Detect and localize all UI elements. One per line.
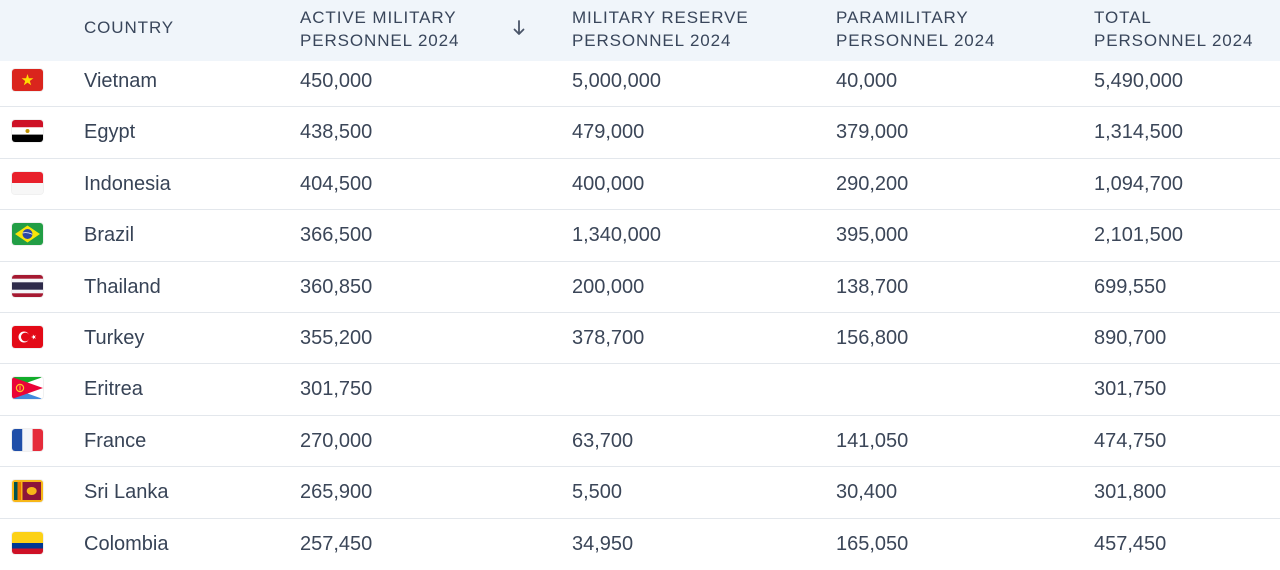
active-military-value: 257,450	[300, 532, 373, 555]
arrow-down-icon[interactable]	[512, 19, 526, 37]
paramilitary-value: 165,050	[836, 532, 909, 555]
colombia-flag-icon	[12, 531, 43, 554]
country-name: Thailand	[84, 275, 161, 298]
table-row[interactable]: Indonesia 404,500 400,000 290,200 1,094,…	[0, 159, 1280, 211]
indonesia-flag-icon	[12, 171, 43, 194]
military-reserve-value: 5,000,000	[572, 70, 661, 92]
table-row[interactable]: Thailand 360,850 200,000 138,700 699,550	[0, 262, 1280, 313]
total-personnel-value: 457,450	[1094, 532, 1167, 555]
total-personnel-value: 474,750	[1094, 429, 1167, 452]
table-row[interactable]: Colombia 257,450 34,950 165,050 457,450	[0, 519, 1280, 570]
paramilitary-value: 141,050	[836, 429, 909, 452]
vietnam-flag-icon	[12, 69, 43, 91]
france-flag-icon	[12, 428, 43, 451]
table-row[interactable]: Turkey 355,200 378,700 156,800 890,700	[0, 313, 1280, 365]
table-row[interactable]: Vietnam 450,000 5,000,000 40,000 5,490,0…	[0, 56, 1280, 108]
military-reserve-value: 200,000	[572, 275, 645, 298]
total-personnel-value: 890,700	[1094, 327, 1167, 349]
sri-lanka-flag-icon	[12, 480, 43, 503]
active-military-value: 404,500	[300, 172, 373, 195]
egypt-flag-icon	[12, 120, 43, 143]
column-header-active-military[interactable]: ACTIVE MILITARY PERSONNEL 2024	[300, 8, 460, 50]
total-personnel-value: 1,094,700	[1094, 172, 1183, 195]
country-name: Sri Lanka	[84, 481, 169, 504]
active-military-value: 360,850	[300, 275, 373, 298]
military-reserve-value: 378,700	[572, 327, 645, 349]
active-military-value: 265,900	[300, 481, 373, 504]
country-name: France	[84, 429, 147, 452]
active-military-value: 355,200	[300, 327, 373, 349]
military-reserve-value: 5,500	[572, 481, 623, 504]
total-personnel-value: 2,101,500	[1094, 224, 1183, 247]
table-row[interactable]: France 270,000 63,700 141,050 474,750	[0, 416, 1280, 468]
total-personnel-value: 301,800	[1094, 481, 1167, 504]
military-reserve-value: 479,000	[572, 121, 645, 144]
table-row[interactable]: Sri Lanka 265,900 5,500 30,400 301,800	[0, 467, 1280, 519]
paramilitary-value: 379,000	[836, 121, 909, 144]
table-row[interactable]: Eritrea 301,750 301,750	[0, 364, 1280, 416]
paramilitary-value: 40,000	[836, 70, 898, 92]
column-header-country[interactable]: COUNTRY	[84, 18, 175, 37]
active-military-value: 438,500	[300, 121, 373, 144]
military-reserve-value: 400,000	[572, 172, 645, 195]
paramilitary-value: 290,200	[836, 172, 909, 195]
turkey-flag-icon	[12, 326, 43, 348]
total-personnel-value: 699,550	[1094, 275, 1167, 298]
paramilitary-value: 395,000	[836, 224, 909, 247]
country-name: Turkey	[84, 327, 145, 349]
table-header: COUNTRY ACTIVE MILITARY PERSONNEL 2024 M…	[0, 0, 1280, 61]
paramilitary-value: 30,400	[836, 481, 898, 504]
table-row[interactable]: Brazil 366,500 1,340,000 395,000 2,101,5…	[0, 210, 1280, 262]
country-name: Colombia	[84, 532, 169, 555]
country-name: Egypt	[84, 121, 136, 144]
military-reserve-value: 34,950	[572, 532, 634, 555]
eritrea-flag-icon	[12, 377, 43, 400]
total-personnel-value: 301,750	[1094, 378, 1167, 401]
country-name: Indonesia	[84, 172, 171, 195]
active-military-value: 450,000	[300, 70, 373, 92]
country-name: Vietnam	[84, 70, 158, 92]
thailand-flag-icon	[12, 274, 43, 297]
country-name: Brazil	[84, 224, 135, 247]
column-header-paramilitary[interactable]: PARAMILITARY PERSONNEL 2024	[836, 8, 996, 50]
active-military-value: 301,750	[300, 378, 373, 401]
paramilitary-value: 138,700	[836, 275, 909, 298]
active-military-value: 366,500	[300, 224, 373, 247]
total-personnel-value: 1,314,500	[1094, 121, 1183, 144]
country-name: Eritrea	[84, 378, 143, 401]
table-row[interactable]: Egypt 438,500 479,000 379,000 1,314,500	[0, 107, 1280, 159]
column-header-total[interactable]: TOTAL PERSONNEL 2024	[1094, 8, 1254, 50]
active-military-value: 270,000	[300, 429, 373, 452]
military-reserve-value: 1,340,000	[572, 224, 661, 247]
military-reserve-value: 63,700	[572, 429, 634, 452]
brazil-flag-icon	[12, 223, 43, 246]
paramilitary-value: 156,800	[836, 327, 909, 349]
total-personnel-value: 5,490,000	[1094, 70, 1183, 92]
column-header-military-reserve[interactable]: MILITARY RESERVE PERSONNEL 2024	[572, 8, 749, 50]
